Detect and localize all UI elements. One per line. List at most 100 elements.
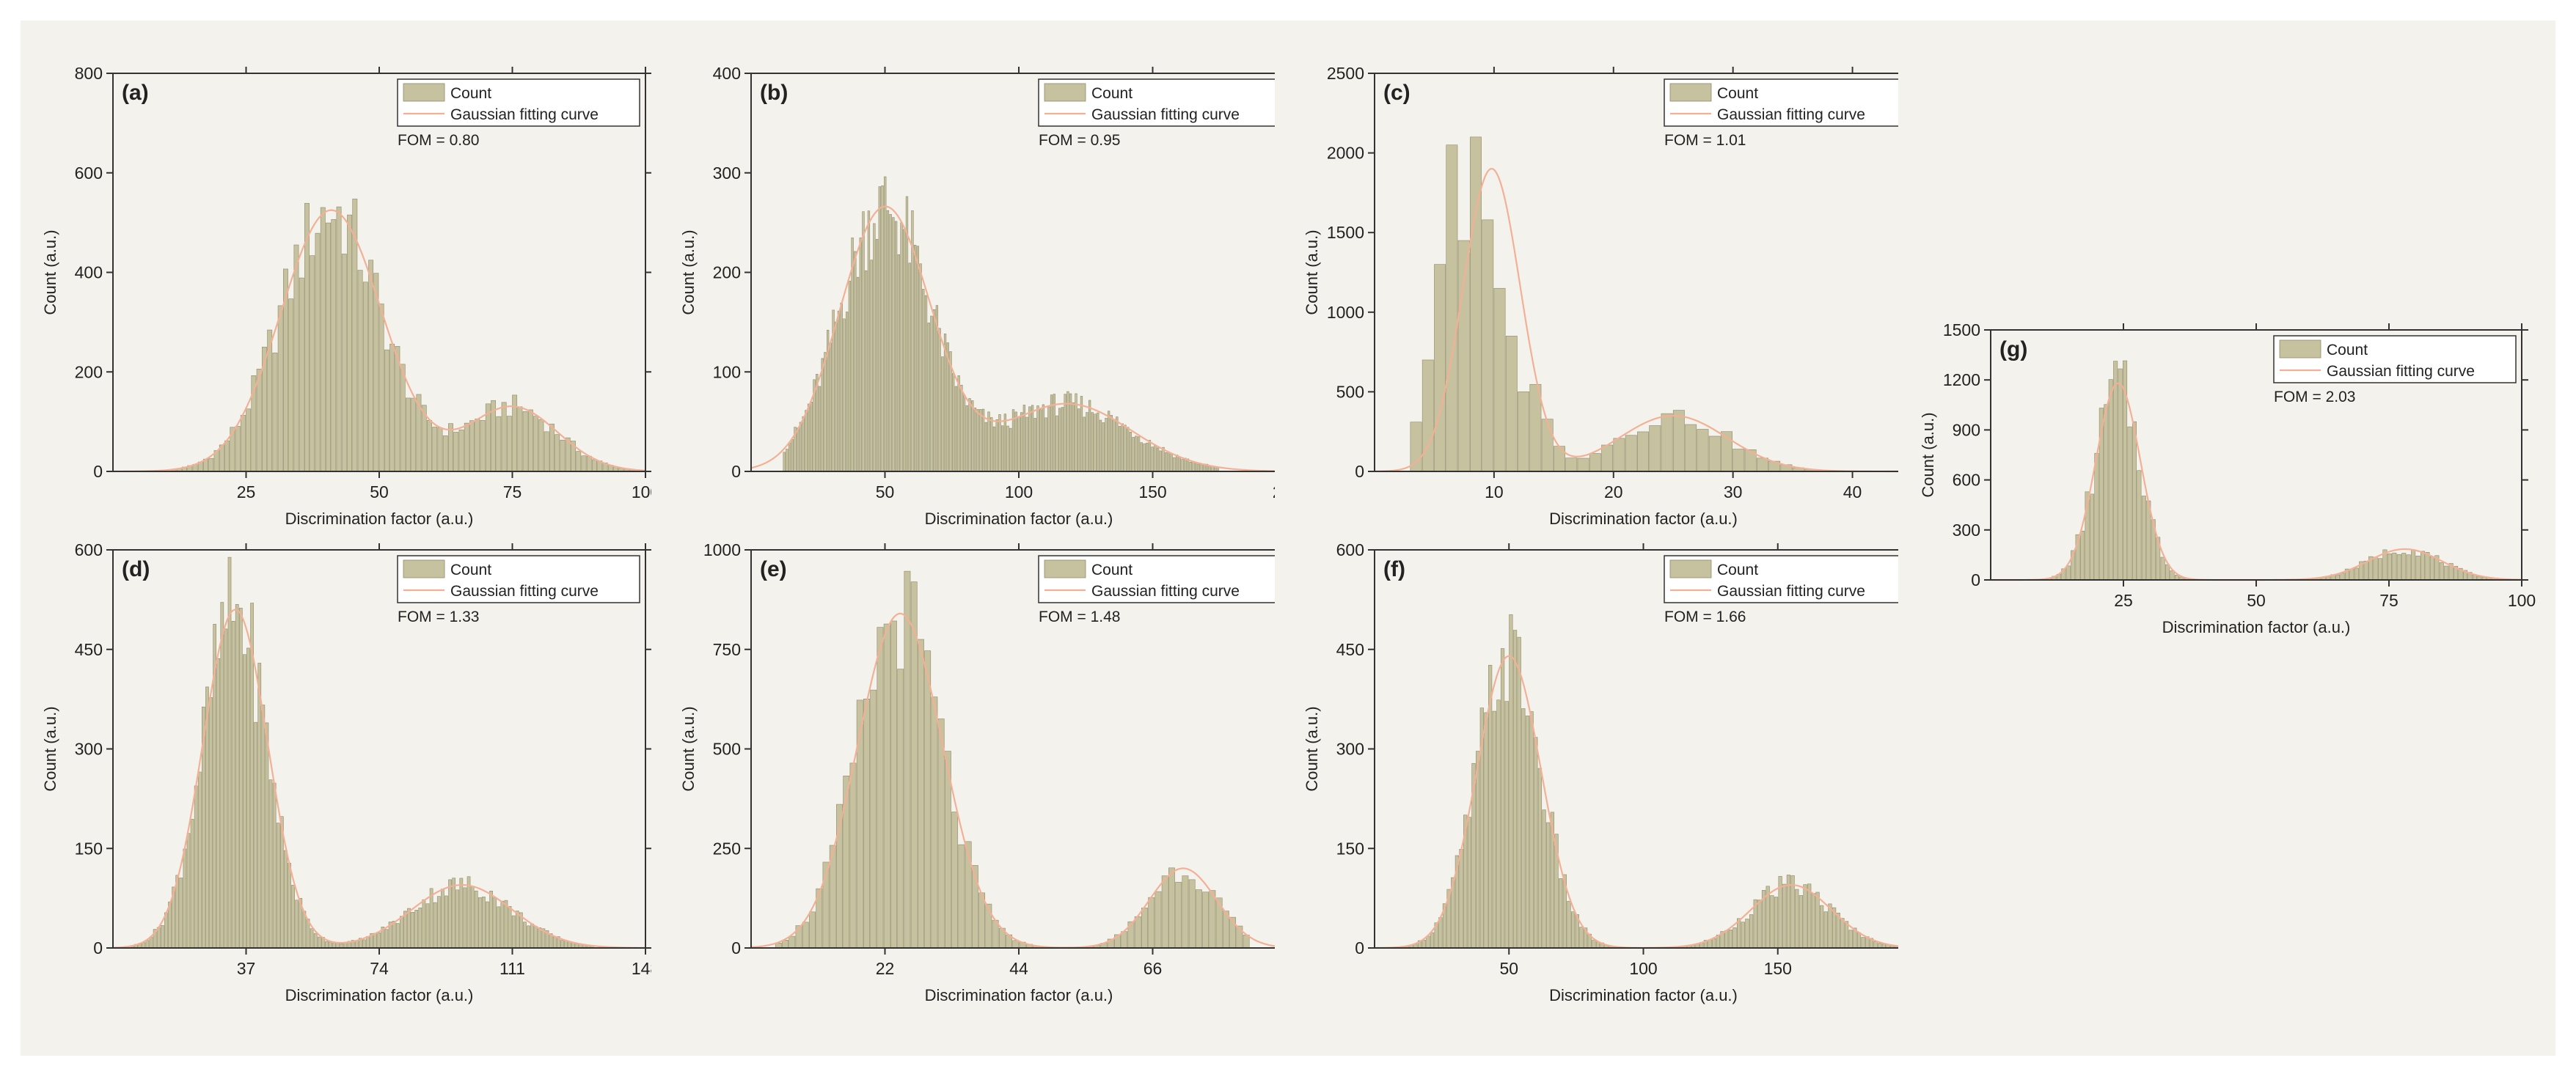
fom-annotation: FOM = 0.80 — [398, 132, 479, 149]
legend-label-curve: Gaussian fitting curve — [1717, 106, 1865, 123]
bar — [1861, 937, 1865, 949]
legend: Count Gaussian fitting curve — [397, 78, 640, 127]
bar — [1047, 406, 1050, 472]
bar — [310, 928, 314, 949]
bar — [854, 251, 857, 472]
bar — [1055, 415, 1058, 472]
bar — [1072, 403, 1075, 472]
bar — [560, 439, 566, 472]
chart-panel-a: 0200400600800255075100Discrimination fac… — [21, 21, 659, 541]
y-tick-label: 750 — [713, 640, 741, 659]
bar — [886, 210, 890, 472]
bar — [284, 850, 288, 949]
bar — [1541, 419, 1554, 472]
bar — [366, 936, 370, 949]
bar — [1159, 450, 1162, 472]
bar — [979, 409, 982, 472]
bar — [238, 608, 243, 949]
bar — [1107, 411, 1110, 472]
legend-label-curve: Gaussian fitting curve — [450, 583, 599, 600]
y-tick-label: 800 — [75, 64, 103, 83]
bar — [1757, 900, 1762, 949]
bar — [2411, 549, 2416, 581]
bar — [293, 244, 299, 472]
fom-annotation: FOM = 1.66 — [1664, 609, 1746, 625]
bar — [1708, 435, 1721, 472]
bar — [2439, 562, 2444, 581]
chart-panel-e: 0250500750100022446688Discrimination fac… — [651, 497, 1296, 1018]
bar — [1075, 393, 1077, 472]
bar — [807, 403, 811, 472]
bar — [870, 260, 873, 472]
bar — [527, 925, 530, 949]
bar — [2387, 554, 2392, 581]
legend-label-count: Count — [2327, 342, 2368, 359]
bar — [1509, 614, 1513, 949]
bar — [930, 315, 933, 472]
bar — [448, 423, 453, 472]
bar — [786, 449, 788, 472]
bar — [1529, 383, 1542, 472]
fom-annotation: FOM = 0.95 — [1039, 132, 1120, 149]
bar — [1182, 875, 1189, 949]
bar — [523, 922, 527, 949]
bar — [2401, 553, 2407, 581]
bar — [246, 408, 252, 472]
bar — [1589, 453, 1601, 472]
bar — [837, 310, 841, 472]
bar — [1178, 456, 1181, 472]
bar — [1457, 240, 1470, 472]
bar — [464, 422, 469, 472]
chart-d: 0 150 300 450 600 37 74 111 148 Discrimination fa… — [41, 540, 659, 1004]
bar — [183, 848, 187, 949]
bar — [354, 940, 359, 949]
bar — [444, 895, 448, 949]
bar — [1209, 890, 1216, 949]
bar — [968, 398, 971, 472]
bar — [186, 833, 191, 949]
bar — [1189, 462, 1192, 472]
bar — [347, 214, 353, 472]
bar — [931, 696, 938, 949]
y-tick-label: 600 — [75, 163, 103, 183]
bar — [1083, 416, 1086, 472]
bar — [452, 878, 456, 949]
bar — [331, 219, 337, 472]
bar — [1197, 463, 1201, 472]
x-tick-label: 74 — [370, 959, 389, 978]
bar — [1728, 929, 1732, 949]
bar — [272, 782, 277, 949]
bar — [1194, 461, 1198, 472]
bar — [859, 238, 862, 472]
legend-label-count: Count — [1091, 562, 1133, 578]
bar — [1086, 412, 1088, 472]
bar — [1127, 427, 1130, 472]
bar — [1790, 875, 1795, 949]
x-tick-label: 40 — [1843, 482, 1862, 501]
bar — [1137, 436, 1141, 472]
bar — [190, 819, 194, 949]
panel-label: (g) — [1999, 337, 2027, 361]
bar — [2392, 552, 2397, 581]
bar — [995, 419, 998, 472]
bar — [1031, 405, 1034, 472]
bar — [987, 411, 990, 472]
bar — [1470, 136, 1482, 472]
fom-annotation: FOM = 1.48 — [1039, 609, 1120, 625]
bar — [411, 911, 414, 949]
bar — [395, 346, 400, 472]
bar — [1009, 427, 1012, 472]
legend-swatch-count — [1669, 83, 1712, 102]
bar — [1188, 879, 1196, 949]
bar — [257, 663, 262, 949]
bar — [1140, 442, 1143, 472]
bar — [908, 262, 911, 472]
bar — [441, 889, 444, 949]
bar — [1154, 444, 1157, 472]
x-axis-label: Discrimination factor (a.u.) — [1549, 986, 1738, 1004]
bar — [897, 254, 900, 472]
y-tick-label: 600 — [1953, 471, 1980, 490]
bar — [1116, 416, 1119, 472]
y-tick-label: 0 — [1355, 938, 1364, 957]
bar — [919, 263, 922, 472]
